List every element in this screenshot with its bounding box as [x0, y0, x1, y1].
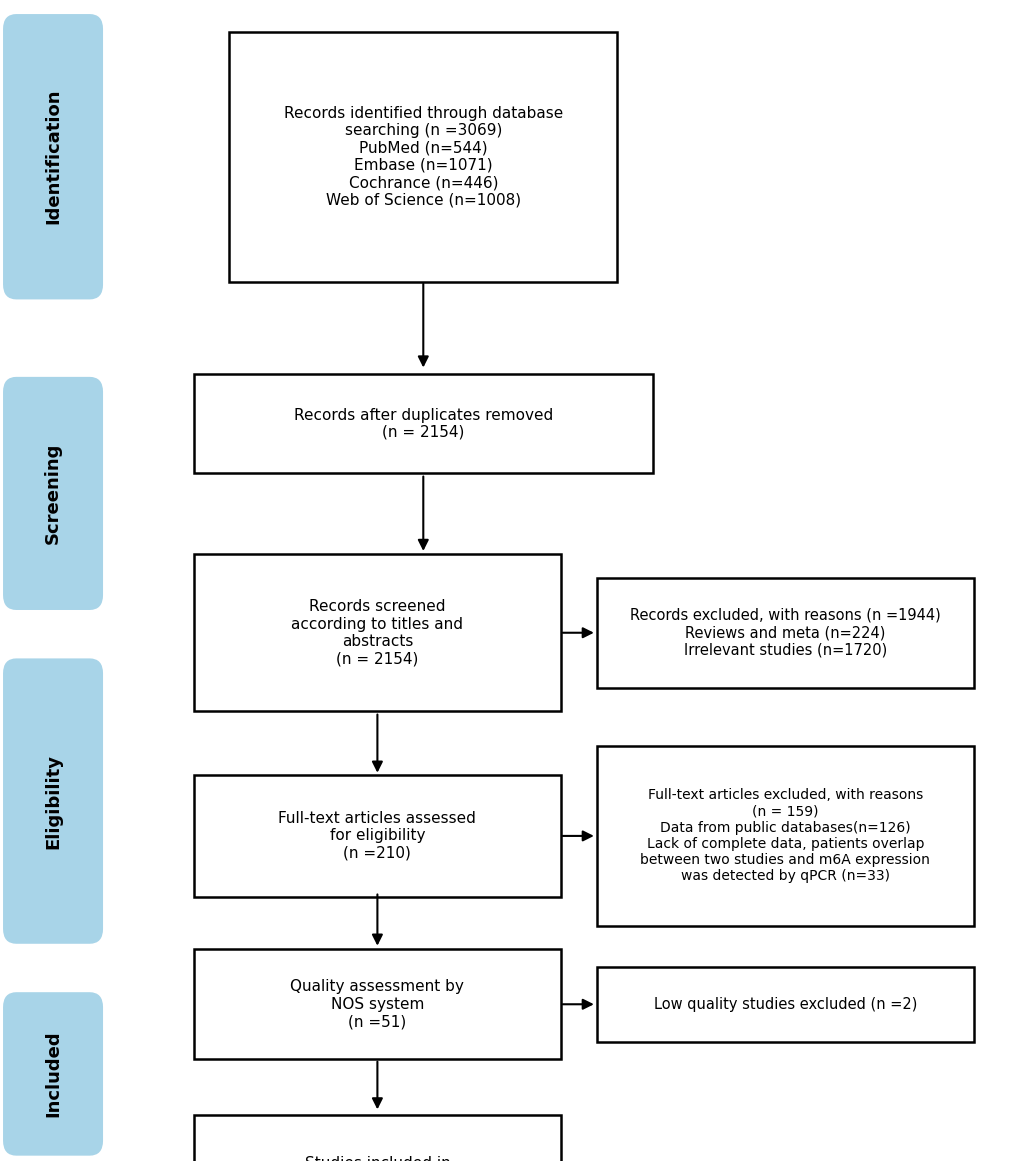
- Text: Records identified through database
searching (n =3069)
PubMed (n=544)
Embase (n: Records identified through database sear…: [283, 106, 562, 208]
- Text: Low quality studies excluded (n =2): Low quality studies excluded (n =2): [653, 997, 916, 1011]
- FancyBboxPatch shape: [596, 966, 973, 1043]
- Text: Records excluded, with reasons (n =1944)
Reviews and meta (n=224)
Irrelevant stu: Records excluded, with reasons (n =1944)…: [630, 608, 940, 657]
- FancyBboxPatch shape: [4, 15, 102, 298]
- Text: Identification: Identification: [44, 89, 62, 224]
- FancyBboxPatch shape: [229, 31, 616, 282]
- FancyBboxPatch shape: [4, 659, 102, 943]
- Text: Eligibility: Eligibility: [44, 753, 62, 849]
- FancyBboxPatch shape: [596, 745, 973, 926]
- FancyBboxPatch shape: [4, 993, 102, 1154]
- Text: Screening: Screening: [44, 442, 62, 545]
- FancyBboxPatch shape: [4, 378, 102, 610]
- Text: Included: Included: [44, 1031, 62, 1117]
- Text: Records screened
according to titles and
abstracts
(n = 2154): Records screened according to titles and…: [291, 599, 463, 666]
- FancyBboxPatch shape: [194, 950, 560, 1059]
- FancyBboxPatch shape: [194, 374, 652, 474]
- Text: Full-text articles assessed
for eligibility
(n =210): Full-text articles assessed for eligibil…: [278, 812, 476, 860]
- Text: Studies included in
quantitative synthesis
(meta-analysis)
(n =49): Studies included in quantitative synthes…: [292, 1156, 462, 1161]
- FancyBboxPatch shape: [596, 577, 973, 687]
- Text: Quality assessment by
NOS system
(n =51): Quality assessment by NOS system (n =51): [290, 980, 464, 1029]
- Text: Full-text articles excluded, with reasons
(n = 159)
Data from public databases(n: Full-text articles excluded, with reason…: [640, 788, 929, 884]
- FancyBboxPatch shape: [194, 555, 560, 711]
- FancyBboxPatch shape: [194, 1115, 560, 1161]
- Text: Records after duplicates removed
(n = 2154): Records after duplicates removed (n = 21…: [293, 408, 552, 440]
- FancyBboxPatch shape: [194, 776, 560, 896]
